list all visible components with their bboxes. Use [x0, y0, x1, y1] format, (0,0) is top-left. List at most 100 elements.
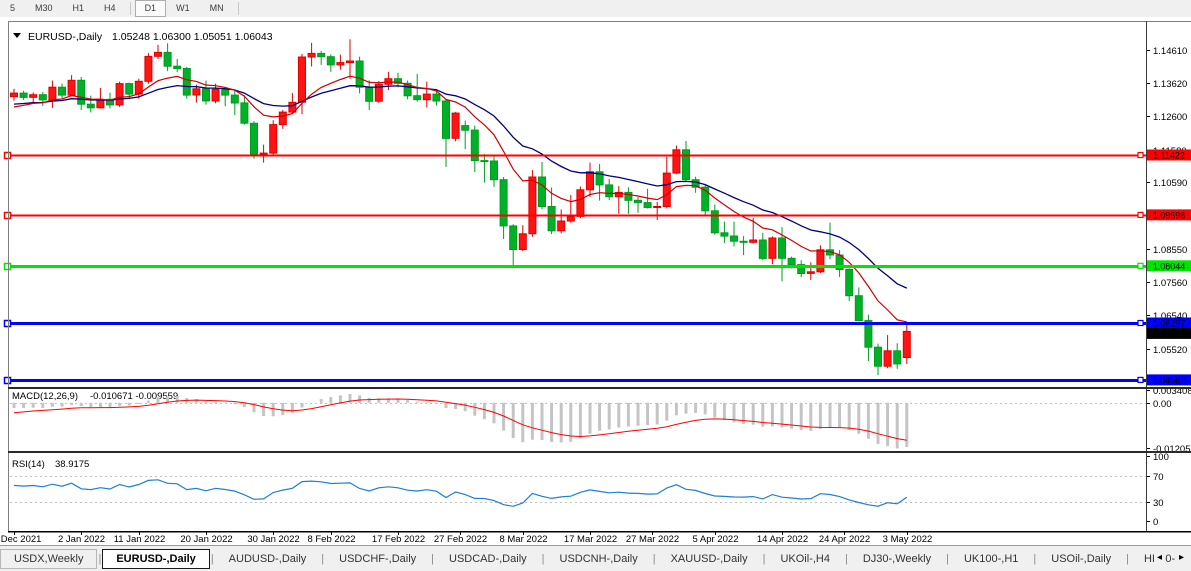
chart-tab-xauusd-daily[interactable]: XAUUSD-,Daily [670, 553, 748, 565]
chart-tab-dj30-weekly[interactable]: DJ30-,Weekly [862, 553, 932, 565]
candle-body [163, 51, 172, 67]
candle-body [413, 95, 422, 101]
chart-area[interactable]: EURUSD-,Daily 1.05248 1.06300 1.05051 1.… [0, 0, 1191, 545]
candle-body [557, 220, 566, 232]
candle-body [442, 100, 450, 139]
candle-body [538, 176, 546, 207]
timeframe-button-h1[interactable]: H1 [72, 3, 85, 13]
candle-body [634, 199, 642, 204]
candle-body [643, 202, 652, 209]
price-tick-label: 1.12600 [1153, 112, 1187, 123]
chart-tab-uk100-h1[interactable]: UK100-,H1 [963, 553, 1019, 565]
date-label: 8 Mar 2022 [499, 534, 547, 545]
timeframe-button-w1[interactable]: W1 [176, 3, 190, 13]
hline-handle-icon[interactable] [3, 211, 12, 220]
toolbar-separator [129, 2, 131, 15]
candle-body [768, 237, 777, 259]
chart-tab-usdcad-daily[interactable]: USDCAD-,Daily [449, 553, 527, 565]
chart-tab-usoil-daily[interactable]: USOil-,Daily [1051, 553, 1112, 565]
candle-body [48, 86, 57, 101]
chart-tab-usdchf-daily[interactable]: USDCHF-,Daily [339, 553, 417, 565]
tab-separator: | [844, 553, 848, 565]
timeframe-button-h4[interactable]: H4 [104, 3, 116, 13]
macd-label: MACD(12,26,9) [12, 391, 78, 402]
candle-body [509, 225, 518, 250]
candle-body [595, 171, 604, 186]
price-line-badge [1147, 149, 1191, 161]
candle-body [202, 88, 210, 102]
hline-handle-icon[interactable] [3, 319, 12, 328]
chart-tab-usdcnh-daily[interactable]: USDCNH-,Daily [559, 553, 638, 565]
hline-handle-icon[interactable] [3, 262, 12, 271]
candle-body [854, 295, 863, 322]
candle-body [480, 160, 489, 163]
timeframe-button-mn[interactable]: MN [209, 3, 224, 13]
candle-body [182, 68, 191, 96]
symbol-dropdown-icon[interactable] [13, 33, 21, 38]
ma-fast-line [13, 75, 907, 323]
candle-body [883, 350, 892, 367]
candle-body [816, 249, 825, 273]
price-line-badge-label: 1.11422 [1153, 151, 1185, 161]
candle-body [125, 83, 134, 95]
chart-tab-usdx-weekly[interactable]: USDX,Weekly [0, 549, 98, 569]
candle-body [19, 92, 28, 98]
candle-body [259, 152, 268, 155]
tab-separator: | [210, 553, 214, 565]
price-tick-label: 1.13620 [1153, 79, 1187, 90]
timeframe-button-d1[interactable]: D1 [134, 0, 167, 17]
date-label: 17 Mar 2022 [564, 534, 617, 545]
candle-body [470, 129, 479, 162]
timeframe-button-m30[interactable]: M30 [35, 3, 53, 13]
hline-axis-marker-icon [1137, 211, 1144, 218]
candle-body [346, 60, 354, 64]
tab-separator: | [1033, 553, 1037, 565]
candle-body [221, 88, 230, 96]
candle-body [547, 206, 556, 232]
candle-body [77, 79, 86, 105]
hline-handle-icon[interactable] [3, 376, 12, 385]
macd-signal-line [13, 398, 907, 441]
tab-scroll-right-icon[interactable]: ▸ [1175, 546, 1187, 568]
candle-body [288, 101, 297, 113]
macd-axis-label: 0.00 [1153, 399, 1172, 410]
candle-body [192, 88, 201, 96]
candle-body [317, 52, 326, 58]
candle-body [499, 179, 508, 227]
candle-body [730, 235, 738, 242]
tab-separator: | [321, 553, 325, 565]
date-label: 14 Apr 2022 [757, 534, 808, 545]
date-label: 5 Apr 2022 [693, 534, 739, 545]
candle-body [451, 112, 460, 139]
candle-body [154, 51, 162, 57]
chart-tab-eurusd-daily[interactable]: EURUSD-,Daily [102, 549, 210, 569]
price-tick-label: 1.10590 [1153, 178, 1187, 189]
hline-handle-icon[interactable] [3, 151, 12, 160]
macd-values: -0.010671 -0.009559 [90, 391, 178, 402]
price-line-badge-label: 1.04562 [1153, 375, 1186, 385]
candle-body [422, 93, 431, 101]
chart-tab-audusd-daily[interactable]: AUDUSD-,Daily [228, 553, 307, 565]
candle-body [10, 92, 18, 98]
candle-body [902, 330, 911, 358]
candle-body [662, 172, 671, 208]
candle-body [298, 56, 306, 103]
candle-body [576, 189, 585, 217]
candle-body [432, 93, 441, 102]
chart-tab-ukoil-h4[interactable]: UKOil-,H4 [780, 553, 830, 565]
rsi-axis-label: 30 [1153, 498, 1164, 509]
candle-body [38, 94, 47, 101]
macd-histogram [12, 394, 909, 449]
candle-body [739, 240, 748, 243]
tab-scroll-left-icon[interactable]: ◂ [1153, 546, 1165, 568]
candle-body [720, 232, 729, 237]
candle-body [586, 171, 594, 191]
date-label: 3 May 2022 [883, 534, 933, 545]
current-price-badge [1147, 327, 1191, 339]
timeframe-button-5[interactable]: 5 [10, 3, 16, 13]
candle-body [374, 83, 383, 102]
candle-body [806, 271, 815, 274]
chart-tab-bar: USDX,Weekly | EURUSD-,Daily | AUDUSD-,Daily |… [0, 545, 1191, 571]
candle-body [269, 124, 278, 154]
candle-body [307, 52, 316, 58]
